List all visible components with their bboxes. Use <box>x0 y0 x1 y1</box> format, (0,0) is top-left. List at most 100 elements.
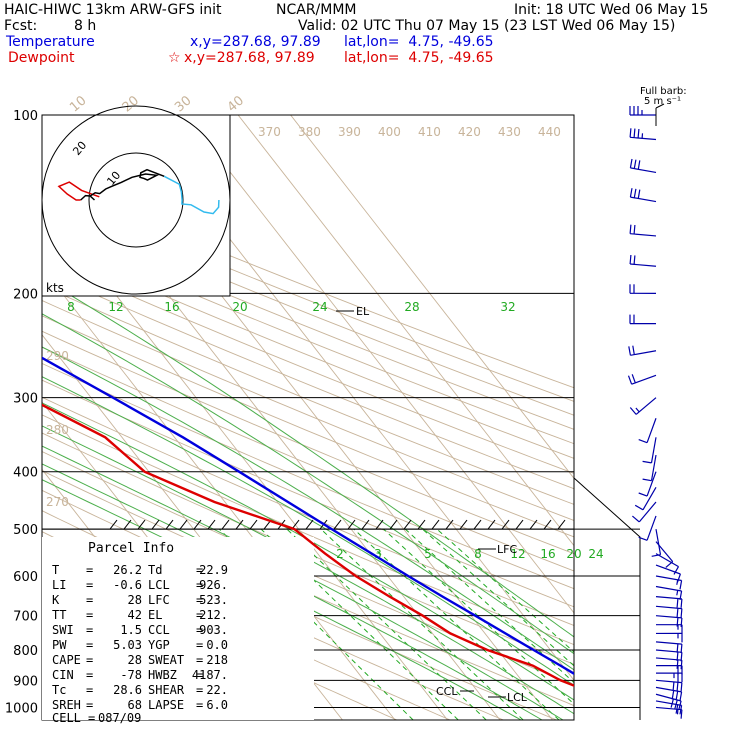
parcel-param-equals: = <box>196 623 203 637</box>
parcel-param-equals: = <box>196 698 203 712</box>
temperature-line <box>42 356 574 676</box>
parcel-param-label: LCL <box>148 578 170 592</box>
pressure-tick-label: 600 <box>13 570 38 585</box>
barb-flag <box>680 652 683 662</box>
temperature-point <box>182 436 184 439</box>
parcel-param-label: LFC <box>148 593 170 607</box>
isotherm-line <box>185 115 574 614</box>
wind-barb <box>655 615 683 627</box>
temperature-point <box>441 595 444 598</box>
barb-flag <box>679 590 683 601</box>
dry-adiabat-line <box>42 315 574 538</box>
temperature-point <box>598 687 600 689</box>
mixing-ratio-label: 12 <box>108 300 123 314</box>
barb-key: Full barb:5 m s⁻¹ <box>640 86 687 126</box>
barb-flag <box>633 255 636 265</box>
parcel-param-equals: = <box>196 578 203 592</box>
barb-flag <box>642 460 652 464</box>
parcel-param-value: 22. <box>206 683 228 697</box>
wind-barb <box>655 564 681 583</box>
mixing-ratio-label: 32 <box>500 300 515 314</box>
hatch-mark <box>109 519 118 530</box>
isotherm-label: 30 <box>172 93 194 115</box>
barb-staff <box>650 454 657 481</box>
theta-label: 410 <box>418 125 441 139</box>
barb-key-units: 5 m s⁻¹ <box>644 96 681 107</box>
wind-barb <box>655 706 683 719</box>
dry-adiabat-line <box>42 379 574 608</box>
dry-adiabat-line <box>42 414 574 646</box>
parcel-param-value: 68 <box>128 698 142 712</box>
temperature-point <box>474 614 477 617</box>
barb-flag <box>680 660 683 670</box>
barb-flag <box>629 188 633 198</box>
barb-flag <box>629 407 637 415</box>
dry-adiabat-line <box>42 189 574 402</box>
parcel-info-background <box>42 537 314 720</box>
pressure-tick-label: 300 <box>13 392 38 407</box>
barb-flag <box>676 608 679 618</box>
dewpoint-point <box>599 700 601 702</box>
barb-flag <box>676 598 679 608</box>
barb-flag <box>632 345 635 355</box>
mixing-ratio-label: 24 <box>588 547 603 561</box>
dewpoint-point <box>213 501 216 503</box>
barb-flag <box>651 554 661 557</box>
parcel-param-equals: = <box>86 593 93 607</box>
parcel-param-value: -0.6 <box>113 578 142 592</box>
hatch-mark <box>333 519 342 530</box>
barb-flag <box>629 128 632 138</box>
parcel-param-equals: = <box>86 563 93 577</box>
sounding-series <box>42 356 601 702</box>
mixing-ratio-label: 20 <box>232 300 247 314</box>
barb-flag <box>676 573 681 583</box>
parcel-param-equals: = <box>86 578 93 592</box>
hodograph-low-segment <box>57 181 100 201</box>
temperature-point <box>504 632 507 635</box>
moist-adiabat-line <box>42 346 574 671</box>
mixing-ratio-line <box>422 528 574 667</box>
hatch-mark <box>221 519 230 530</box>
isotherm-label: 20 <box>120 93 142 115</box>
mixing-ratio-label: 3 <box>374 547 382 561</box>
hatch-mark <box>193 519 202 530</box>
wind-barb <box>629 106 656 116</box>
parcel-param-label: CIN <box>52 668 74 682</box>
pressure-tick-label: 400 <box>13 466 38 481</box>
cell-label: CELL <box>52 711 81 725</box>
dry-adiabat-line <box>42 362 574 590</box>
temperature-point <box>559 664 562 667</box>
theta-label: 290 <box>46 349 69 363</box>
parcel-param-equals: = <box>196 668 203 682</box>
barb-flag <box>680 608 683 618</box>
parcel-param-value: 4187. <box>192 668 228 682</box>
barb-flag <box>673 566 680 575</box>
parcel-param-value: 26.2 <box>113 563 142 577</box>
wind-barb <box>655 624 683 634</box>
barb-staff <box>655 700 682 706</box>
theta-label: 270 <box>46 495 69 509</box>
wind-barb <box>629 284 657 294</box>
temperature-point <box>532 649 535 651</box>
dry-adiabat-line <box>42 242 574 459</box>
dry-adiabat-line <box>42 202 574 416</box>
parcel-param-equals: = <box>86 623 93 637</box>
barb-flag <box>679 705 683 715</box>
parcel-param-label: LAPSE <box>148 698 184 712</box>
wind-barb <box>655 679 683 692</box>
pressure-tick-label: 700 <box>13 610 38 625</box>
wind-barb <box>629 224 657 237</box>
wind-barb <box>638 471 657 497</box>
side-panel-outline <box>573 477 641 720</box>
barb-flag <box>633 188 637 198</box>
parcel-info-title: Parcel Info <box>88 541 174 556</box>
mixing-ratio-label: 2 <box>336 547 344 561</box>
wind-barb <box>651 528 662 557</box>
theta-label: 380 <box>298 125 321 139</box>
wind-barb <box>655 553 680 575</box>
barb-staff <box>646 418 657 443</box>
wind-barb <box>642 454 657 482</box>
hatch-mark <box>375 519 384 530</box>
barb-flag <box>670 698 674 708</box>
dry-adiabat-line <box>42 177 574 389</box>
